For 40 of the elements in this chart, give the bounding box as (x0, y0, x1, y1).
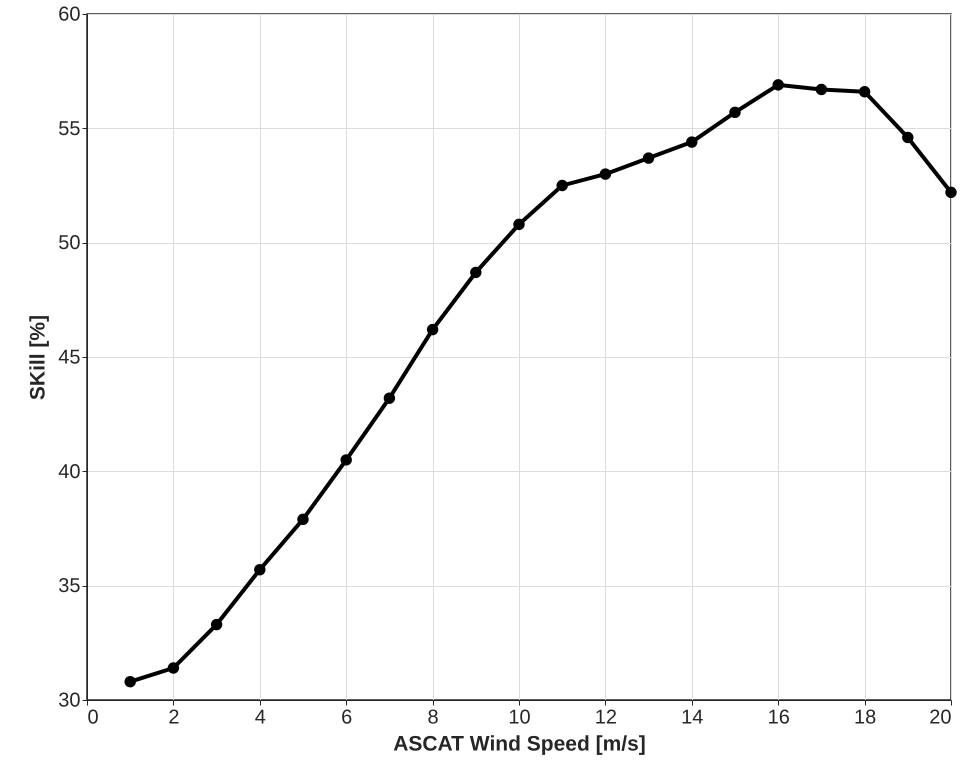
y-tick-label: 50 (58, 232, 80, 254)
point (168, 662, 180, 674)
y-tick-label: 60 (58, 4, 80, 26)
point (470, 266, 482, 278)
x-tick-label: 6 (341, 706, 352, 728)
point (297, 514, 309, 526)
x-tick-label: 18 (854, 706, 876, 728)
x-tick-label: 10 (508, 706, 531, 728)
point (902, 132, 914, 144)
point (816, 84, 828, 96)
x-tick-label: 12 (594, 706, 618, 728)
point (945, 186, 957, 198)
y-tick-label: 30 (58, 690, 80, 712)
point (600, 168, 612, 180)
point (858, 86, 870, 98)
point (556, 180, 568, 192)
point (686, 136, 698, 148)
point (210, 618, 222, 630)
point (124, 676, 136, 688)
y-tick-label: 40 (58, 460, 80, 483)
point (513, 218, 525, 230)
x-tick-label: 2 (168, 706, 180, 728)
x-tick-label: 0 (88, 706, 99, 728)
x-tick-label: 16 (768, 706, 790, 728)
point (642, 152, 654, 164)
point (729, 106, 741, 118)
point (254, 564, 266, 576)
x-tick-label: 4 (254, 706, 266, 728)
x-tick-label: 8 (428, 706, 439, 728)
x-tick-label: 14 (681, 706, 704, 728)
point (384, 392, 396, 404)
point (772, 79, 784, 91)
y-tick-label: 35 (58, 575, 80, 598)
y-tick-label: 45 (58, 346, 80, 368)
point (426, 324, 438, 336)
point (340, 454, 352, 466)
y-axis-title: SKill [%] (26, 314, 50, 400)
x-tick-label: 20 (929, 706, 952, 728)
x-axis-title: ASCAT Wind Speed [m/s] (393, 732, 646, 756)
y-tick-label: 55 (58, 118, 80, 140)
